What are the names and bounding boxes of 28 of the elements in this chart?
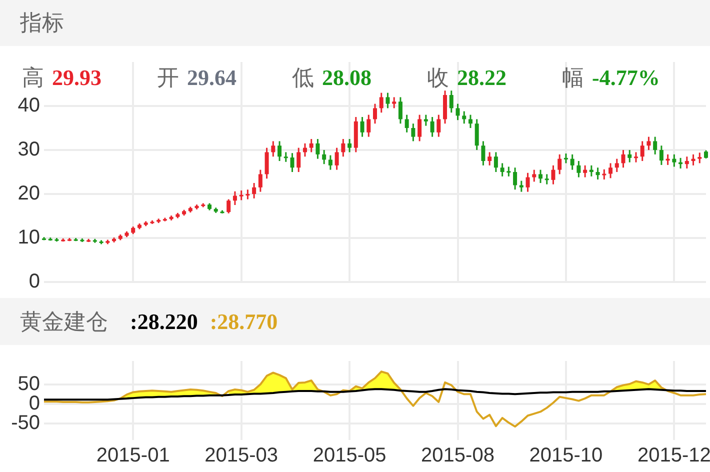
annotation: 28.22 xyxy=(457,65,506,90)
annotation: 幅 xyxy=(562,65,584,90)
annotation: 低 xyxy=(292,65,314,90)
chart-title: 指标 xyxy=(20,9,64,37)
x-tick-label: 2015-01 xyxy=(96,444,170,467)
y-tick-label: 40 xyxy=(18,94,40,117)
x-tick-label: 2015-05 xyxy=(312,444,386,467)
annotation: 28.08 xyxy=(322,65,372,90)
annotation: 29.93 xyxy=(52,65,102,90)
annotation: 收 xyxy=(427,65,449,90)
chart-title: 黄金建仓 xyxy=(20,308,108,336)
y-tick-label: 30 xyxy=(18,138,40,161)
x-tick-label: 2015-08 xyxy=(421,444,494,467)
y-tick-label: 0 xyxy=(28,270,40,293)
x-tick-label: 2015-10 xyxy=(529,444,603,467)
annotation: 29.64 xyxy=(187,65,236,90)
y-tick-label: 0 xyxy=(28,392,40,414)
annotation: -4.77% xyxy=(592,65,660,90)
annotation: 高 xyxy=(22,65,44,90)
y-tick-label: -50 xyxy=(11,412,40,434)
series-label: :28.770 xyxy=(210,308,278,334)
text: :28.220 xyxy=(130,308,198,334)
y-tick-label: 20 xyxy=(18,182,40,205)
y-tick-label: 50 xyxy=(18,372,40,395)
y-tick-label: 10 xyxy=(18,226,40,249)
x-tick-label: 2015-12 xyxy=(637,444,710,467)
annotation: 开 xyxy=(157,65,179,90)
x-tick-label: 2015-03 xyxy=(204,444,278,467)
